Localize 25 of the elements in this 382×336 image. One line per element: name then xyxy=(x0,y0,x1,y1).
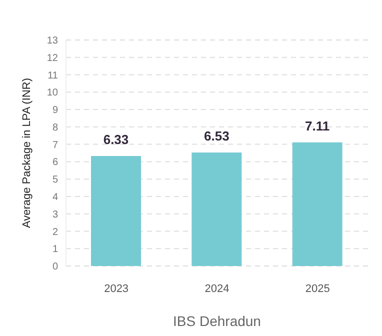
y-tick-label: 6 xyxy=(52,157,58,168)
bar xyxy=(192,152,242,266)
data-label: 6.33 xyxy=(103,132,129,147)
y-tick-label: 13 xyxy=(46,36,58,47)
y-tick-label: 5 xyxy=(52,174,58,186)
y-tick-label: 8 xyxy=(52,122,58,134)
x-axis-title: IBS Dehradun xyxy=(173,313,261,329)
y-tick-label: 0 xyxy=(52,262,58,273)
bar xyxy=(292,142,342,266)
data-label: 7.11 xyxy=(305,118,330,134)
data-label: 6.53 xyxy=(204,128,230,144)
y-tick-label: 11 xyxy=(48,70,58,82)
y-tick-label: 1 xyxy=(52,244,58,256)
y-tick-label: 10 xyxy=(46,88,58,99)
y-tick-label: 2 xyxy=(52,226,58,238)
y-axis-title: Average Package in LPA (INR) xyxy=(20,78,33,228)
x-tick-label: 2023 xyxy=(104,282,129,295)
bar xyxy=(91,156,141,266)
y-tick-label: 9 xyxy=(52,105,58,116)
y-tick-label: 12 xyxy=(46,52,58,64)
y-tick-label: 3 xyxy=(52,209,58,220)
x-tick-label: 2025 xyxy=(305,282,330,295)
y-tick-label: 4 xyxy=(52,192,58,204)
y-tick-label: 7 xyxy=(52,140,58,151)
x-tick-label: 2024 xyxy=(204,282,230,295)
